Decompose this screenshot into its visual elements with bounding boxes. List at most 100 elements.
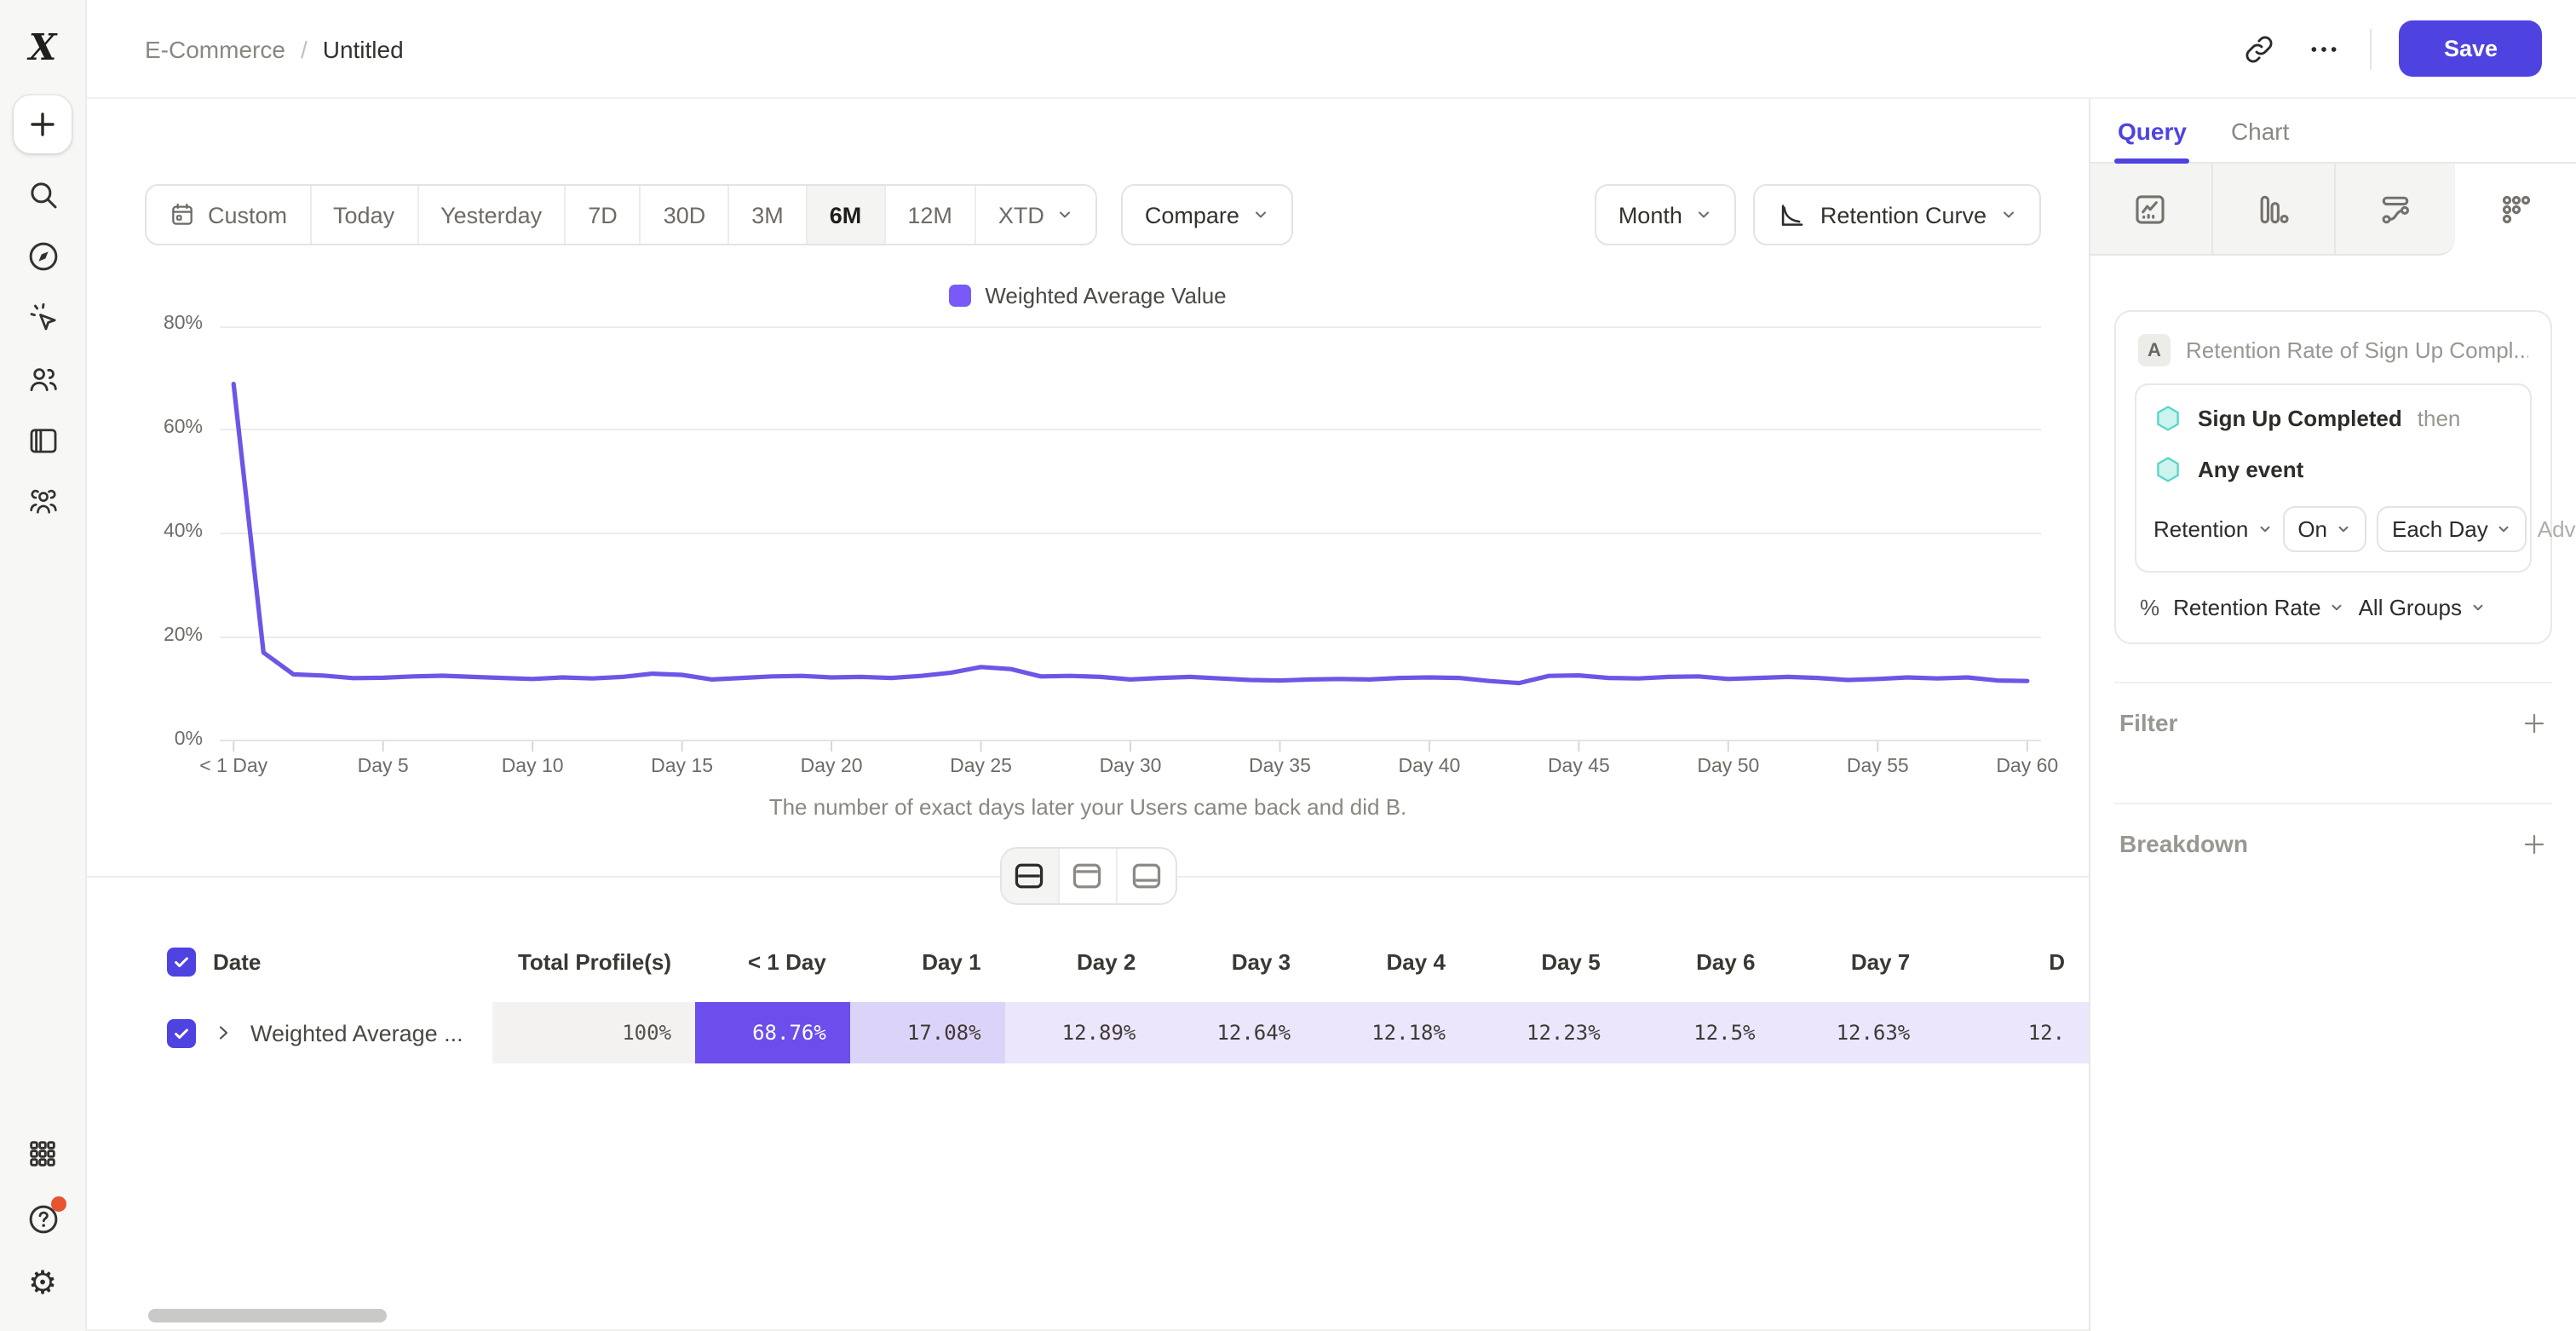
range-custom[interactable]: Custom [147,186,312,244]
chart-plot-area[interactable]: < 1 Day Day 5 Day 10 Day 15 Day 20 Day 25 Day … [199,326,2058,784]
report-type-flows[interactable] [2335,164,2456,256]
add-breakdown-plus-icon[interactable] [2521,831,2547,856]
table-value-cell[interactable]: 12.63% [1779,1002,1935,1063]
save-button[interactable]: Save [2399,20,2542,77]
event-hexagon-icon [2157,457,2179,482]
table-value-cell[interactable]: 12.5% [1624,1002,1780,1063]
query-builder-panel: Query Chart [2089,99,2576,1331]
breadcrumb-report-title[interactable]: Untitled [322,35,404,62]
range-yesterday[interactable]: Yesterday [418,186,566,244]
sidebar-bottom-group: ⚙ [22,1109,66,1304]
range-30d[interactable]: 30D [641,186,730,244]
horizontal-scrollbar-thumb[interactable] [148,1309,387,1322]
x-axis-tick-label: Day 5 [357,757,409,777]
search-nav-button[interactable] [22,174,63,215]
table-value-cell[interactable]: 12.18% [1314,1002,1469,1063]
search-icon [30,182,56,208]
split-view-icon [1015,863,1044,889]
table-value-cell[interactable]: 12.89% [1004,1002,1160,1063]
insights-icon [2136,194,2165,223]
apps-grid-icon [30,1141,55,1167]
report-type-retention[interactable] [2455,164,2576,256]
table-only-view-icon [1131,863,1160,889]
percent-prefix: % [2140,595,2160,620]
granularity-button[interactable]: Month [1594,184,1737,245]
boards-nav-button[interactable] [22,419,63,460]
query-title-row[interactable]: A Retention Rate of Sign Up Compl... [2135,331,2532,383]
breadcrumb-project[interactable]: E-Commerce [145,35,285,62]
query-panel-body: A Retention Rate of Sign Up Compl... Sig… [2090,256,2576,1331]
report-toolbar: Custom Today Yesterday 7D 30D 3M 6M 12M XTD Comp… [87,184,2089,245]
chart-type-button[interactable]: Retention Curve [1753,184,2041,245]
measure-dropdown[interactable]: Retention Rate [2173,595,2344,620]
column-header: Day 1 [922,948,981,974]
chevron-down-icon [2473,604,2483,611]
table-value-cell[interactable]: 12.23% [1469,1002,1624,1063]
x-axis-tick-label: Day 30 [1099,757,1162,777]
range-label: 3M [751,202,784,228]
users-nav-button[interactable] [22,358,63,399]
range-today[interactable]: Today [311,186,419,244]
row-checkbox[interactable] [167,947,196,976]
filter-label: Filter [2119,709,2178,736]
retention-curve-line [231,381,2030,686]
add-filter-plus-icon[interactable] [2521,710,2547,735]
table-value-cell[interactable]: 12. [1934,1002,2089,1063]
measure-label: Retention Rate [2173,595,2321,620]
range-label: 7D [588,202,618,228]
column-header: < 1 Day [748,948,826,974]
range-label: 12M [907,202,952,228]
chart-canvas [220,326,2041,752]
range-xtd[interactable]: XTD [975,186,1095,244]
apps-nav-button[interactable] [22,1133,63,1174]
compare-label: Compare [1144,202,1239,228]
expand-chevron-icon[interactable] [213,1023,233,1043]
compass-icon [28,241,57,270]
range-7d[interactable]: 7D [566,186,641,244]
legend-series-label: Weighted Average Value [985,283,1227,308]
query-title: Retention Rate of Sign Up Compl... [2186,337,2528,363]
x-axis-tick-label: Day 45 [1547,757,1610,777]
cohorts-nav-button[interactable] [22,481,63,521]
copy-link-button[interactable] [2241,30,2279,67]
groups-dropdown[interactable]: All Groups [2359,595,2486,620]
date-range-group: Custom Today Yesterday 7D 30D 3M 6M 12M XTD [145,184,1097,245]
second-event-row[interactable]: Any event [2153,455,2513,484]
range-6m[interactable]: 6M [807,186,886,244]
create-new-button[interactable] [14,95,72,153]
y-axis-labels: 80% 60% 40% 20% 0% [145,314,220,784]
row-checkbox[interactable] [167,1018,196,1047]
settings-nav-button[interactable]: ⚙ [22,1263,63,1304]
bottom-edge-line [87,1329,2089,1331]
report-type-funnels[interactable] [2212,164,2335,256]
tab-chart[interactable]: Chart [2230,117,2290,144]
table-value-cell[interactable]: 68.76% [695,1002,850,1063]
help-nav-button[interactable] [22,1196,66,1239]
table-value-cell[interactable]: 12.64% [1159,1002,1315,1063]
help-notification-dot [51,1196,66,1212]
retention-events-card: Sign Up Completed then Any event Retenti… [2135,383,2576,573]
filter-section-row[interactable]: Filter [2114,682,2552,762]
table-value-cell[interactable]: 17.08% [849,1002,1005,1063]
table-row[interactable]: Weighted Average ... 100% 68.76% 17.08% 12.8… [145,1002,2089,1063]
tab-query[interactable]: Query [2113,99,2191,164]
toggle-table-only-view[interactable] [1117,849,1175,903]
compare-button[interactable]: Compare [1120,184,1294,245]
range-12m[interactable]: 12M [885,186,976,244]
on-dropdown[interactable]: On [2282,506,2366,552]
toggle-split-view[interactable] [1001,849,1059,903]
range-3m[interactable]: 3M [729,186,808,244]
breakdown-section-row[interactable]: Breakdown [2114,803,2552,883]
on-label: On [2297,516,2327,542]
toggle-chart-only-view[interactable] [1059,849,1117,903]
advanced-dropdown[interactable]: Adv... [2538,516,2576,542]
first-event-row[interactable]: Sign Up Completed then [2153,404,2513,433]
range-label: XTD [998,202,1044,228]
table-value-cell[interactable]: 100% [492,1002,696,1063]
interval-dropdown[interactable]: Each Day [2377,506,2527,552]
retention-type-dropdown[interactable]: Retention [2153,516,2272,542]
events-nav-button[interactable] [22,297,63,337]
report-type-insights[interactable] [2090,164,2213,256]
explore-nav-button[interactable] [22,235,63,276]
more-options-button[interactable] [2306,30,2343,67]
